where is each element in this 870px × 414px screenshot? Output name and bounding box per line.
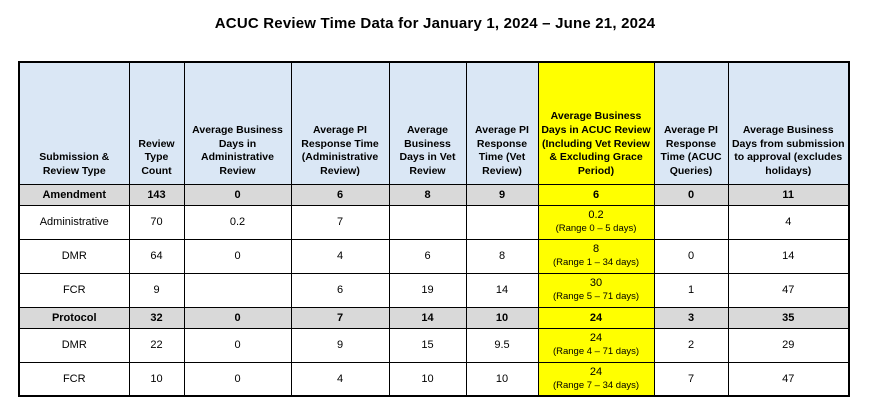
- table-row-6: DMR 22 0 9 15 9.5 24 (Range 4 – 71 days) 2 29: [18, 327, 850, 363]
- table-cell: 0: [653, 183, 729, 206]
- table-cell: 22: [128, 327, 185, 363]
- table-cell: 6: [388, 238, 467, 274]
- table-cell: 143: [128, 183, 185, 206]
- table-row-7: FCR 10 0 4 10 10 24 (Range 7 – 34 days) 7 47: [18, 361, 850, 397]
- table-cell: 15: [388, 327, 467, 363]
- table-cell: 29: [727, 327, 850, 363]
- table-cell: 10: [465, 361, 539, 397]
- table-cell: 24 (Range 4 – 71 days): [537, 327, 655, 363]
- column-header-5: Average Business Days in Vet Review: [388, 61, 467, 185]
- cell-range: (Range 1 – 34 days): [552, 256, 640, 268]
- table-cell: 24: [537, 306, 655, 329]
- table-cell: 8 (Range 1 – 34 days): [537, 238, 655, 274]
- table-cell: 24 (Range 7 – 34 days): [537, 361, 655, 397]
- column-header-7: Average Business Days in ACUC Review (In…: [537, 61, 655, 185]
- table-cell: [388, 204, 467, 240]
- table-cell: 47: [727, 361, 850, 397]
- page-title: ACUC Review Time Data for January 1, 202…: [214, 15, 656, 32]
- table-cell: 0: [183, 183, 292, 206]
- review-time-table: Submission & Review Type Review Type Coun…: [18, 61, 850, 397]
- table-row-2: Administrative 70 0.2 7 0.2 (Range 0 – 5 days…: [18, 204, 850, 240]
- table-cell: 3: [653, 306, 729, 329]
- table-cell: 9: [128, 272, 185, 308]
- cell-range: (Range 0 – 5 days): [555, 222, 637, 234]
- column-header-4: Average PI Response Time (Administrative…: [290, 61, 390, 185]
- table-cell: 4: [727, 204, 850, 240]
- table-cell: 47: [727, 272, 850, 308]
- table-cell: 0.2: [183, 204, 292, 240]
- table-cell: 0: [183, 361, 292, 397]
- table-cell: 14: [388, 306, 467, 329]
- row-label: FCR: [18, 361, 130, 397]
- row-label: Administrative: [18, 204, 130, 240]
- table-header-row: Submission & Review Type Review Type Coun…: [18, 61, 850, 185]
- column-header-2: Review Type Count: [128, 61, 185, 185]
- table-cell: 4: [290, 238, 390, 274]
- table-cell: 19: [388, 272, 467, 308]
- table-cell: 6: [537, 183, 655, 206]
- cell-value: 30: [589, 277, 603, 290]
- column-header-6: Average PI Response Time (Vet Review): [465, 61, 539, 185]
- table-cell: 8: [388, 183, 467, 206]
- column-header-1: Submission & Review Type: [18, 61, 130, 185]
- table-cell: 6: [290, 183, 390, 206]
- cell-value: 0.2: [588, 209, 604, 222]
- row-label: DMR: [18, 327, 130, 363]
- table-cell: 1: [653, 272, 729, 308]
- table-body: Amendment 143 0 6 8 9 6 0 11 Administrative 70 0.2 7…: [18, 183, 850, 397]
- table-cell: 7: [290, 204, 390, 240]
- cell-range: (Range 7 – 34 days): [552, 379, 640, 391]
- table-cell: 2: [653, 327, 729, 363]
- table-cell: 0: [653, 238, 729, 274]
- row-label: Protocol: [18, 306, 130, 329]
- table-row-5: Protocol 32 0 7 14 10 24 3 35: [18, 306, 850, 329]
- table-cell: 32: [128, 306, 185, 329]
- table-cell: 9: [465, 183, 539, 206]
- table-cell: 30 (Range 5 – 71 days): [537, 272, 655, 308]
- table-cell: [465, 204, 539, 240]
- row-label: DMR: [18, 238, 130, 274]
- table-cell: 10: [465, 306, 539, 329]
- table-cell: 0: [183, 238, 292, 274]
- table-cell: 9.5: [465, 327, 539, 363]
- table-row-1: Amendment 143 0 6 8 9 6 0 11: [18, 183, 850, 206]
- table-cell: 35: [727, 306, 850, 329]
- table-cell: 6: [290, 272, 390, 308]
- row-label: FCR: [18, 272, 130, 308]
- column-header-8: Average PI Response Time (ACUC Queries): [653, 61, 729, 185]
- table-cell: 7: [653, 361, 729, 397]
- table-cell: 70: [128, 204, 185, 240]
- table-cell: 14: [465, 272, 539, 308]
- table-cell: 0: [183, 327, 292, 363]
- table-cell: 8: [465, 238, 539, 274]
- table-cell: 9: [290, 327, 390, 363]
- table-cell: 11: [727, 183, 850, 206]
- table-row-3: DMR 64 0 4 6 8 8 (Range 1 – 34 days) 0 14: [18, 238, 850, 274]
- table-cell: 64: [128, 238, 185, 274]
- cell-value: 8: [592, 243, 600, 256]
- cell-range: (Range 4 – 71 days): [552, 345, 640, 357]
- cell-value: 24: [589, 332, 603, 345]
- table-cell: 4: [290, 361, 390, 397]
- table-cell: 0.2 (Range 0 – 5 days): [537, 204, 655, 240]
- cell-range: (Range 5 – 71 days): [552, 290, 640, 302]
- table-cell: 10: [128, 361, 185, 397]
- cell-value: 24: [589, 365, 603, 378]
- table-cell: 14: [727, 238, 850, 274]
- column-header-9: Average Business Days from submission to…: [727, 61, 850, 185]
- table-cell: 10: [388, 361, 467, 397]
- column-header-3: Average Business Days in Administrative …: [183, 61, 292, 185]
- table-cell: [183, 272, 292, 308]
- table-cell: 7: [290, 306, 390, 329]
- row-label: Amendment: [18, 183, 130, 206]
- table-cell: 0: [183, 306, 292, 329]
- table-row-4: FCR 9 6 19 14 30 (Range 5 – 71 days) 1 47: [18, 272, 850, 308]
- table-cell: [653, 204, 729, 240]
